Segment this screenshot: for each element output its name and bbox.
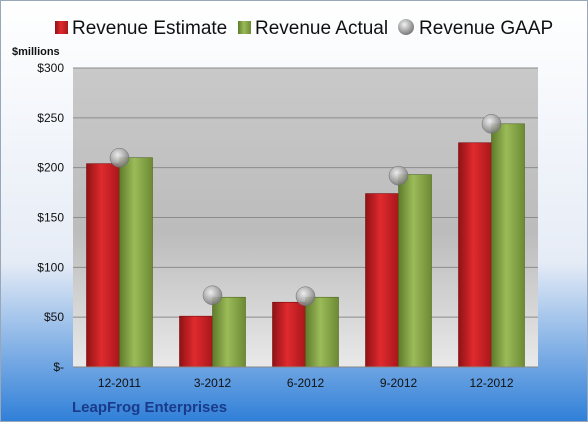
legend-item-revenue-estimate: Revenue Estimate: [55, 18, 227, 39]
y-tick-label: $-: [53, 360, 64, 374]
gaap-marker: [481, 114, 502, 134]
x-tick-label: 12-2012: [469, 376, 513, 390]
gaap-markers: [109, 114, 502, 306]
bar-revenue-actual: [212, 296, 246, 368]
gaap-marker: [202, 285, 223, 305]
x-tick-label: 3-2012: [194, 376, 232, 390]
legend-label-actual: Revenue Actual: [255, 18, 388, 39]
bar-revenue-actual: [119, 157, 153, 368]
bar-revenue-estimate: [365, 193, 399, 368]
bar-revenue-estimate: [86, 163, 120, 368]
y-tick-label: $100: [37, 260, 64, 274]
y-axis-ticks: $- $50 $100 $150 $200 $250 $300: [37, 61, 64, 374]
x-tick-label: 12-2011: [98, 376, 141, 390]
y-tick-label: $50: [44, 310, 64, 324]
legend: Revenue Estimate Revenue Actual Revenue …: [55, 18, 553, 39]
y-tick-label: $300: [37, 61, 64, 75]
bars: [86, 123, 525, 368]
y-tick-label: $200: [37, 161, 64, 175]
bar-revenue-estimate: [272, 301, 306, 368]
gaap-marker: [109, 147, 130, 168]
x-axis-ticks: 12-2011 3-2012 6-2012 9-2012 12-2012: [98, 376, 514, 390]
x-tick-label: 9-2012: [380, 376, 418, 390]
bar-revenue-estimate: [179, 315, 213, 368]
company-name: LeapFrog Enterprises: [72, 399, 227, 416]
x-tick-label: 6-2012: [287, 376, 325, 390]
y-tick-label: $150: [37, 211, 64, 225]
gaap-marker: [388, 165, 409, 186]
bar-revenue-actual: [491, 123, 525, 368]
bar-revenue-actual: [398, 174, 432, 368]
y-unit-label: $millions: [12, 46, 60, 58]
bar-revenue-estimate: [458, 142, 492, 368]
legend-swatch-actual: [238, 21, 251, 34]
legend-item-revenue-actual: Revenue Actual: [238, 18, 388, 39]
y-tick-label: $250: [37, 111, 64, 125]
bar-revenue-actual: [305, 296, 339, 368]
legend-swatch-gaap: [398, 19, 414, 35]
legend-label-estimate: Revenue Estimate: [72, 18, 227, 39]
legend-item-revenue-gaap: Revenue GAAP: [398, 18, 553, 39]
legend-swatch-estimate: [55, 21, 68, 34]
legend-label-gaap: Revenue GAAP: [419, 18, 553, 39]
gaap-marker: [295, 286, 316, 306]
